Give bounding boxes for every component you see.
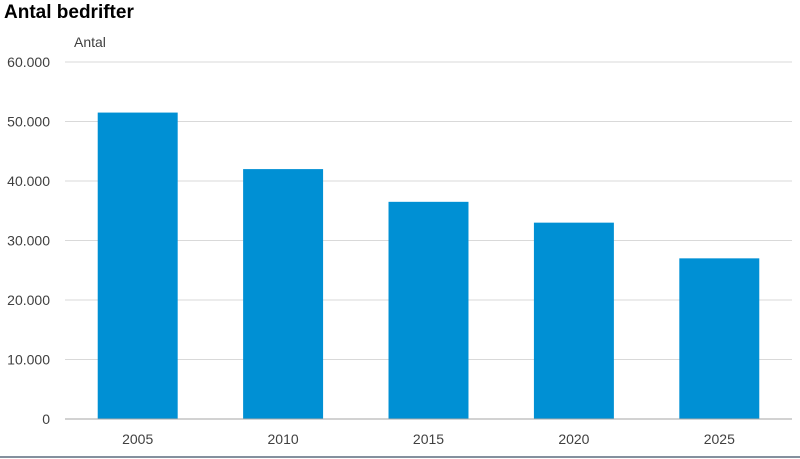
bar-2025 — [679, 258, 760, 419]
x-tick-label: 2005 — [122, 431, 153, 447]
bar-2015 — [388, 201, 469, 419]
y-axis-label: Antal — [74, 34, 106, 50]
y-tick-label: 40.000 — [7, 173, 50, 189]
x-tick-label: 2020 — [558, 431, 589, 447]
y-tick-label: 20.000 — [7, 292, 50, 308]
x-tick-label: 2010 — [268, 431, 299, 447]
y-tick-label: 30.000 — [7, 233, 50, 249]
bars — [97, 112, 760, 419]
y-tick-label: 60.000 — [7, 54, 50, 70]
bar-2010 — [243, 169, 324, 419]
y-tick-label: 10.000 — [7, 352, 50, 368]
axes — [0, 418, 800, 458]
x-tick-label: 2015 — [413, 431, 444, 447]
bar-2020 — [533, 222, 614, 419]
y-tick-label: 0 — [42, 411, 50, 427]
chart-title: Antal bedrifter — [4, 2, 134, 23]
y-tick-label: 50.000 — [7, 114, 50, 130]
x-tick-label: 2025 — [704, 431, 735, 447]
bar-2005 — [97, 112, 178, 419]
tick-labels: 0 10.000 20.000 30.000 40.000 50.000 60.000 200… — [7, 54, 735, 447]
